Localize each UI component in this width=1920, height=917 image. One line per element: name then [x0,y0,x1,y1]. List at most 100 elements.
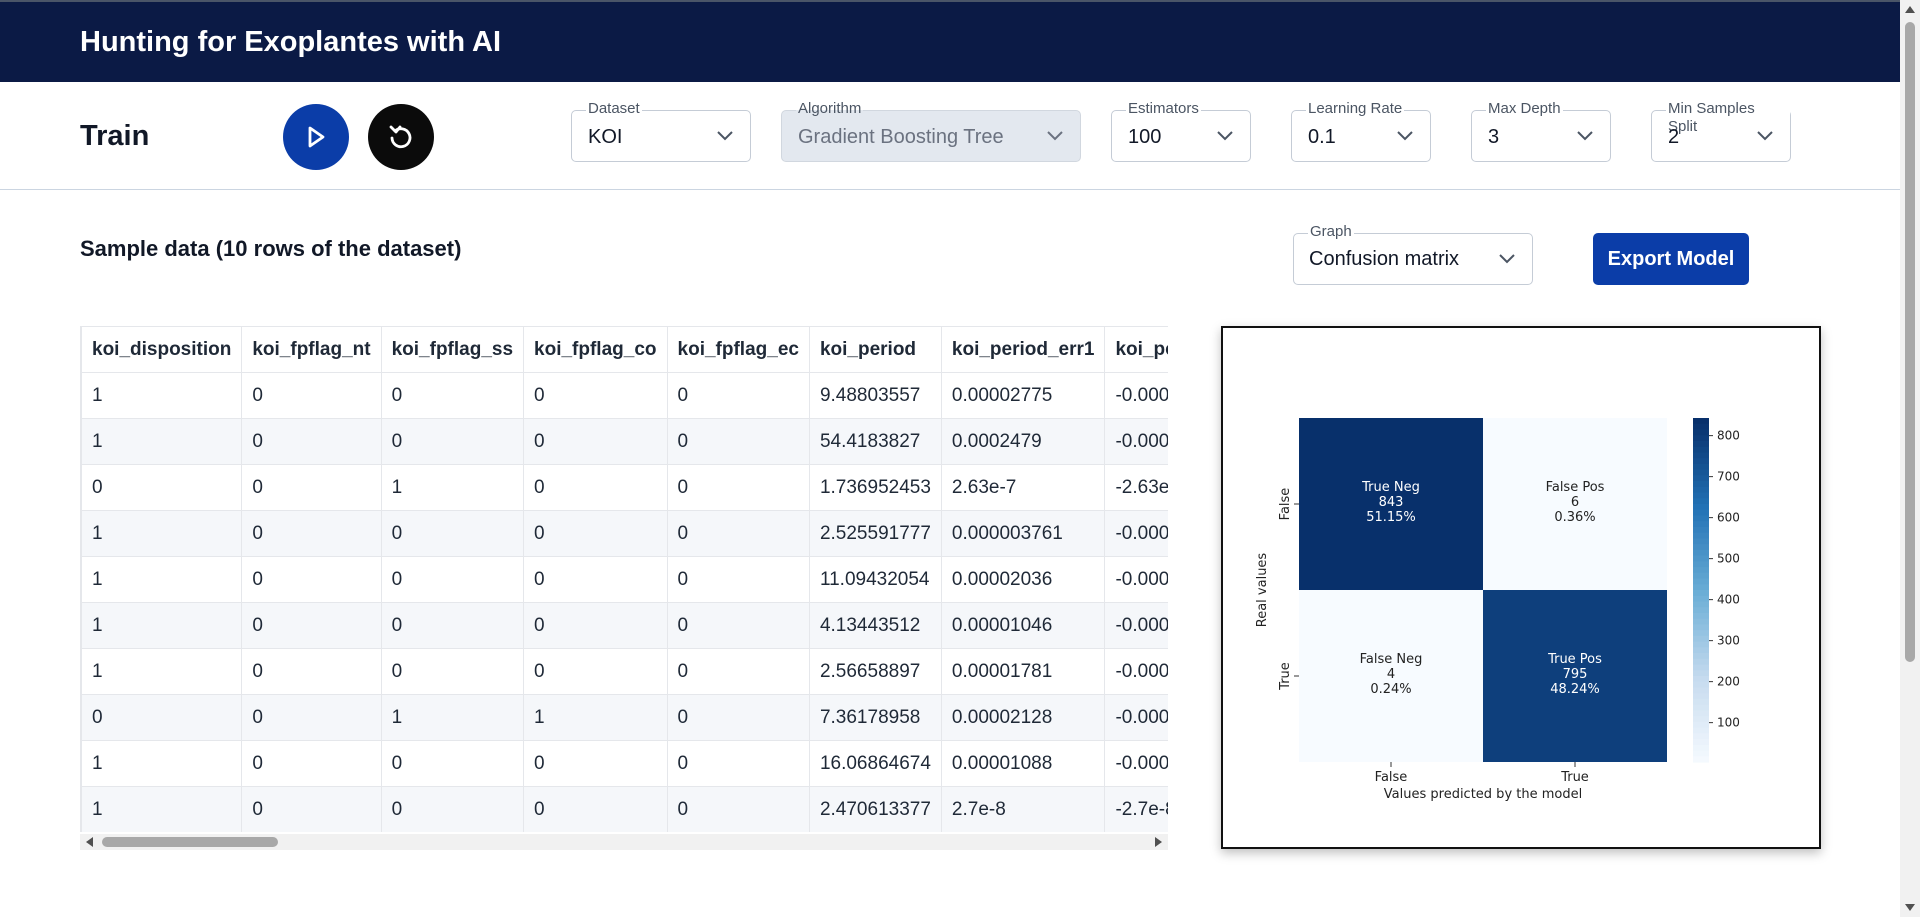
y-tick-label: True [1278,662,1293,691]
table-cell: 0 [666,372,810,419]
table-cell: 1 [81,510,243,557]
table-cell: -2.7e-8 [1104,786,1168,832]
colorbar-segment [1693,676,1709,683]
column-header: koi_fpflag_co [523,326,668,373]
table-cell: 0 [241,510,382,557]
table-cell: -0.0002479 [1104,418,1168,465]
colorbar-segment [1693,590,1709,597]
colorbar-segment [1693,756,1709,763]
table-cell: 1 [81,556,243,603]
table-cell: 0 [380,786,525,832]
dataset-select[interactable]: Dataset KOI [571,100,751,162]
colorbar-segment [1693,624,1709,631]
colorbar-segment [1693,630,1709,637]
table-cell: 0 [241,694,382,741]
table-cell: 0 [523,372,668,419]
estimators-value: 100 [1128,126,1162,148]
horizontal-scroll-thumb[interactable] [102,837,278,847]
table-cell: 0 [666,418,810,465]
table-cell: 0 [241,556,382,603]
colorbar-tick-label: 800 [1717,429,1740,443]
colorbar-segment [1693,458,1709,465]
table-cell: 0.00001781 [940,648,1106,695]
page-title: Train [80,120,150,152]
estimators-select[interactable]: Estimators 100 [1111,100,1251,162]
colorbar-segment [1693,664,1709,671]
cell-name-label: True Neg [1361,480,1420,495]
colorbar-tick-label: 300 [1717,634,1740,648]
colorbar-segment [1693,584,1709,591]
scroll-left-arrow-icon[interactable] [86,837,93,847]
graph-select[interactable]: Graph Confusion matrix [1293,223,1533,285]
max-depth-select[interactable]: Max Depth 3 [1471,100,1611,162]
scroll-up-arrow-icon[interactable] [1905,6,1915,13]
colorbar-segment [1693,526,1709,534]
table-cell: 0.000003761 [940,510,1106,557]
vertical-scroll-thumb[interactable] [1905,22,1915,662]
graph-label: Graph [1308,223,1354,241]
table-cell: 54.4183827 [808,418,942,465]
colorbar-segment [1693,612,1709,620]
table-cell: 0.00001046 [940,602,1106,649]
colorbar-segment [1693,544,1709,551]
train-play-button[interactable] [283,104,349,170]
colorbar-segment [1693,567,1709,574]
table-cell: 0 [523,510,668,557]
algorithm-select[interactable]: Algorithm Gradient Boosting Tree [781,100,1081,162]
colorbar-tick-label: 200 [1717,675,1740,689]
export-model-button[interactable]: Export Model [1593,233,1749,285]
colorbar-segment [1693,555,1709,562]
table-cell: 0 [523,740,668,787]
cell-pct-label: 0.36% [1554,510,1595,525]
table-cell: 1 [523,694,668,741]
scroll-right-arrow-icon[interactable] [1155,837,1162,847]
table-cell: 2.470613377 [808,786,942,832]
reset-icon [389,125,412,149]
heatmap-cell [1299,590,1483,762]
confusion-matrix-chart: True Neg 843 51.15% False Pos 6 0.36% False Ne… [1221,326,1821,849]
chevron-down-icon [1217,131,1233,141]
table-cell: 1 [380,464,525,511]
table-cell: 0 [523,786,668,832]
table-cell: 0 [380,740,525,787]
sample-table-container[interactable]: koi_disposition koi_fpflag_nt koi_fpflag_s… [80,326,1168,832]
colorbar-segment [1693,739,1709,746]
max-depth-label: Max Depth [1486,100,1563,118]
column-header: koi_disposition [81,326,243,373]
app-header: Hunting for Exoplantes with AI [0,0,1900,82]
train-toolbar: Train Dataset KOI Algorithm Gradient Boo… [0,82,1900,190]
colorbar-tick-label: 700 [1717,470,1740,484]
x-tick-label: False [1375,770,1408,785]
colorbar-segment [1693,704,1709,711]
colorbar-segment [1693,698,1709,706]
colorbar-segment [1693,750,1709,757]
min-samples-split-select[interactable]: Min Samples Split 2 [1651,100,1791,162]
table-cell: 2.56658897 [808,648,942,695]
x-axis-label: Values predicted by the model [1384,787,1582,802]
colorbar-segment [1693,504,1709,511]
learning-rate-select[interactable]: Learning Rate 0.1 [1291,100,1431,162]
cell-pct-label: 51.15% [1366,510,1416,525]
scroll-down-arrow-icon[interactable] [1905,904,1915,911]
colorbar-segment [1693,607,1709,614]
colorbar-segment [1693,721,1709,729]
table-cell: 1 [81,740,243,787]
table-cell: -0.000003761 [1104,510,1168,557]
table-cell: 2.7e-8 [940,786,1106,832]
table-horizontal-scrollbar[interactable] [80,834,1168,850]
colorbar-segment [1693,635,1709,643]
y-tick-label: False [1278,488,1293,521]
table-cell: 0 [380,510,525,557]
table-cell: 16.06864674 [808,740,942,787]
table-cell: 0 [523,602,668,649]
max-depth-value: 3 [1488,126,1500,148]
reset-button[interactable] [368,104,434,170]
table-cell: 0 [241,648,382,695]
colorbar-segment [1693,681,1709,689]
page-vertical-scrollbar[interactable] [1900,0,1920,917]
table-cell: 0 [241,464,382,511]
colorbar-segment [1693,429,1709,436]
